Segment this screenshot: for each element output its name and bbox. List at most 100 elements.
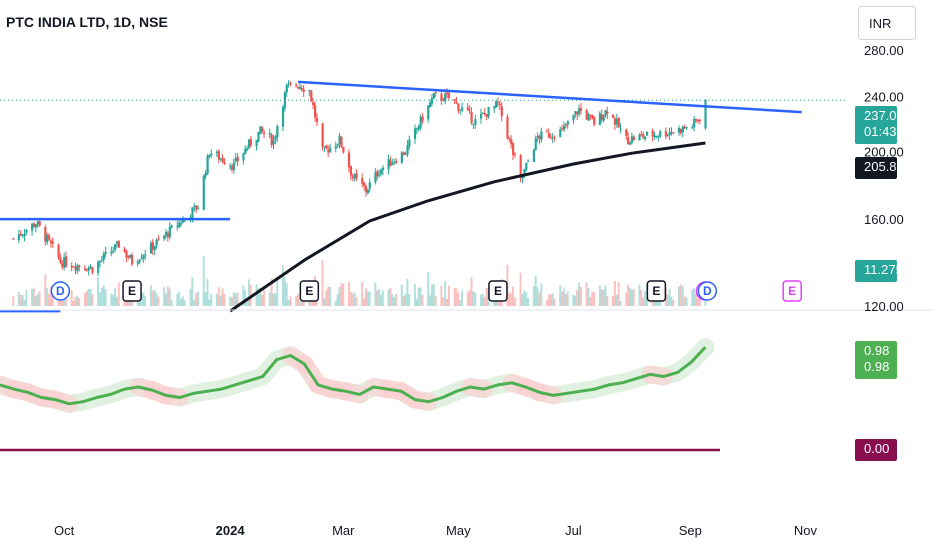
candle-body xyxy=(342,146,345,153)
candle-body xyxy=(627,136,630,145)
volume-bar xyxy=(191,277,194,306)
volume-bar xyxy=(114,288,117,306)
candle-body xyxy=(323,146,326,148)
volume-bar xyxy=(630,290,633,306)
candle-body xyxy=(417,126,420,130)
candle-body xyxy=(272,140,275,145)
candle-body xyxy=(408,139,411,147)
volume-bar xyxy=(404,294,407,306)
candle-body xyxy=(78,265,81,268)
candle-body xyxy=(140,258,143,260)
volume-bar xyxy=(236,292,239,306)
volume-bar xyxy=(513,297,516,306)
candle-body xyxy=(479,113,483,119)
candle-body xyxy=(402,152,405,156)
candle-body xyxy=(598,113,601,126)
candle-body xyxy=(191,207,194,219)
volume-bar xyxy=(562,288,565,306)
volume-bar xyxy=(351,293,354,306)
candle-body xyxy=(506,116,509,139)
volume-bar xyxy=(276,277,279,306)
volume-label: 11.275 M xyxy=(864,262,917,277)
candle-body xyxy=(100,259,104,261)
candle-body xyxy=(613,118,617,125)
candle-body xyxy=(131,255,134,265)
candle-body xyxy=(36,221,39,225)
volume-bar xyxy=(115,296,118,306)
candle-body xyxy=(178,222,181,228)
candle-body xyxy=(176,225,179,227)
volume-bar xyxy=(393,297,396,306)
candle-body xyxy=(510,139,513,145)
candle-body xyxy=(512,143,515,156)
candle-body xyxy=(615,118,618,125)
candle-body xyxy=(208,154,211,157)
candle-body xyxy=(195,205,198,210)
volume-bar xyxy=(613,281,616,306)
volume-bar xyxy=(223,294,226,306)
volume-bar xyxy=(210,294,213,306)
candle-body xyxy=(389,160,392,167)
candle-body xyxy=(246,148,249,151)
candle-body xyxy=(114,244,117,250)
candle-body xyxy=(353,174,356,179)
indicator-baseline-label: 0.00 xyxy=(864,441,889,456)
candle-body xyxy=(566,120,569,125)
candle-body xyxy=(547,133,551,138)
volume-bar xyxy=(427,272,430,306)
candle-body xyxy=(691,127,694,129)
trendline xyxy=(297,80,802,114)
candle-body xyxy=(481,113,485,115)
volume-bar xyxy=(442,297,445,306)
candle-body xyxy=(442,99,445,102)
price-tick-label: 120.00 xyxy=(864,299,904,314)
candle-body xyxy=(632,136,635,141)
candle-body xyxy=(696,120,700,122)
volume-bar xyxy=(523,290,526,306)
volume-bar xyxy=(295,296,298,306)
candle-body xyxy=(63,257,66,268)
candle-body xyxy=(138,259,141,263)
candle-body xyxy=(444,93,447,102)
volume-bar xyxy=(619,301,622,306)
volume-bar xyxy=(600,289,603,306)
volume-bar xyxy=(693,288,696,306)
candle-body xyxy=(421,116,424,121)
volume-bar xyxy=(110,293,113,306)
volume-bar xyxy=(183,300,186,306)
volume-bar xyxy=(519,272,522,306)
last-price-label-bg xyxy=(855,106,897,144)
volume-bar xyxy=(204,292,207,306)
volume-bar xyxy=(628,288,631,306)
volume-bar xyxy=(102,285,105,306)
volume-bar xyxy=(272,293,275,306)
event-marker-dividend: D xyxy=(50,281,71,301)
volume-bar xyxy=(561,291,564,306)
volume-bar xyxy=(681,285,684,306)
candle-body xyxy=(202,175,205,210)
volume-bar xyxy=(270,278,273,306)
volume-bar xyxy=(23,299,26,306)
candle-body xyxy=(553,137,556,139)
candle-body xyxy=(572,115,575,121)
candle-body xyxy=(440,93,443,101)
volume-bar xyxy=(180,298,183,306)
candle-body xyxy=(223,162,226,165)
candle-body xyxy=(587,114,590,121)
volume-bar xyxy=(112,295,115,306)
currency-button[interactable]: INR xyxy=(858,6,916,40)
event-marker-earnings: E xyxy=(488,280,508,302)
volume-bar xyxy=(366,290,369,306)
candle-body xyxy=(327,149,330,153)
volume-bar xyxy=(395,293,398,306)
volume-bar xyxy=(417,288,420,306)
candle-body xyxy=(244,148,247,154)
candle-body xyxy=(234,158,237,162)
volume-bar xyxy=(413,283,416,306)
volume-bar xyxy=(391,294,394,306)
candle-body xyxy=(447,92,451,98)
candle-body xyxy=(168,226,171,238)
candle-body xyxy=(74,267,77,270)
candle-body xyxy=(404,153,407,155)
